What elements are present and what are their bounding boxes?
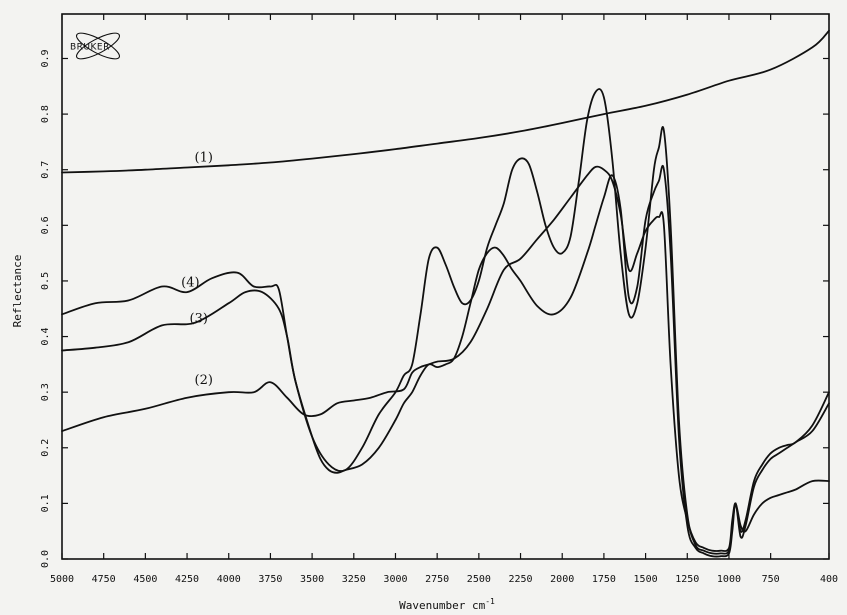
y-tick-label: 0.1 — [40, 494, 51, 512]
x-tick-label: 4750 — [92, 574, 116, 585]
x-tick-label: 400 — [820, 574, 838, 585]
x-tick-label: 1500 — [634, 574, 658, 585]
plot-frame — [61, 13, 830, 560]
y-tick-label: 0.7 — [40, 161, 51, 179]
series-lines — [61, 29, 830, 558]
x-tick-label: 1250 — [675, 574, 699, 585]
y-tick-label: 0.3 — [40, 383, 51, 401]
y-tick-label: 0.8 — [40, 105, 51, 123]
bruker-logo: BRUKER — [70, 32, 120, 60]
x-tick-label: 4500 — [133, 574, 157, 585]
x-axis: 5000 4750 4500 4250 4000 3750 3500 3250 3000 2750… — [50, 14, 838, 585]
x-tick-label: 4250 — [175, 574, 199, 585]
curve-label-1: (1) — [195, 150, 213, 165]
y-tick-label: 0.6 — [40, 216, 51, 234]
x-tick-label: 2000 — [550, 574, 574, 585]
y-tick-label: 0.4 — [40, 328, 51, 346]
x-tick-label: 3750 — [258, 574, 282, 585]
x-tick-label: 750 — [762, 574, 780, 585]
y-tick-label: 0.9 — [40, 49, 51, 67]
x-tick-label: 1750 — [592, 574, 616, 585]
y-axis-title: Reflectance — [11, 255, 24, 328]
curve-label-3: (3) — [190, 312, 208, 327]
x-tick-label: 5000 — [50, 574, 74, 585]
curve-labels: (1) (2) (3) (4) — [181, 150, 213, 387]
logo-text: BRUKER — [70, 43, 110, 53]
x-tick-label: 3250 — [342, 574, 366, 585]
x-tick-label: 4000 — [217, 574, 241, 585]
series-line-4 — [61, 88, 830, 555]
x-tick-label: 2750 — [425, 574, 449, 585]
y-axis: 0.0 0.1 0.2 0.3 0.4 0.5 0.6 0.7 0.8 0.9 — [40, 49, 829, 568]
plot-border — [61, 13, 830, 560]
logo-orbit-b — [76, 32, 120, 60]
x-axis-title-text: Wavenumber cm — [399, 599, 485, 612]
logo-orbit-a — [76, 32, 120, 60]
series-line-1 — [61, 29, 830, 174]
y-tick-label: 0.2 — [40, 439, 51, 457]
x-tick-label: 3500 — [300, 574, 324, 585]
y-tick-label: 0.0 — [40, 550, 51, 568]
x-tick-label: 2250 — [508, 574, 532, 585]
y-tick-label: 0.5 — [40, 272, 51, 290]
x-axis-title: Wavenumber cm-1 — [399, 597, 495, 612]
x-tick-label: 2500 — [467, 574, 491, 585]
y-axis-title-text: Reflectance — [11, 255, 24, 328]
curve-label-2: (2) — [195, 373, 213, 388]
x-tick-label: 3000 — [383, 574, 407, 585]
series-line-2 — [61, 165, 830, 552]
x-tick-label: 1000 — [717, 574, 741, 585]
x-axis-title-superscript: -1 — [485, 597, 495, 606]
curve-label-4: (4) — [181, 276, 199, 291]
